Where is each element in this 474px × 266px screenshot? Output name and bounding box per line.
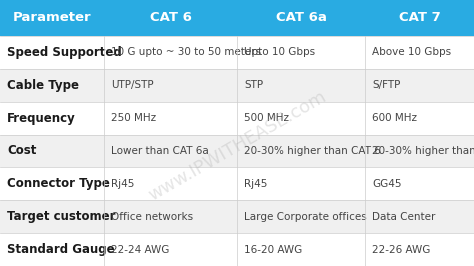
Text: Rj45: Rj45 [244,179,267,189]
Text: Upto 10 Gbps: Upto 10 Gbps [244,47,315,57]
FancyBboxPatch shape [0,0,104,36]
Text: Data Center: Data Center [372,212,436,222]
Text: S/FTP: S/FTP [372,80,401,90]
Text: STP: STP [244,80,263,90]
Text: 16-20 AWG: 16-20 AWG [244,244,302,255]
FancyBboxPatch shape [365,135,474,167]
FancyBboxPatch shape [365,36,474,69]
Text: Cost: Cost [7,144,36,157]
FancyBboxPatch shape [365,200,474,233]
FancyBboxPatch shape [104,233,237,266]
FancyBboxPatch shape [365,69,474,102]
FancyBboxPatch shape [104,135,237,167]
Text: CAT 6: CAT 6 [150,11,191,24]
Text: 22-24 AWG: 22-24 AWG [111,244,170,255]
FancyBboxPatch shape [104,200,237,233]
Text: UTP/STP: UTP/STP [111,80,154,90]
Text: Cable Type: Cable Type [7,79,79,92]
Text: Office networks: Office networks [111,212,193,222]
Text: Large Corporate offices: Large Corporate offices [244,212,367,222]
FancyBboxPatch shape [0,69,104,102]
FancyBboxPatch shape [0,200,104,233]
FancyBboxPatch shape [0,167,104,200]
Text: Lower than CAT 6a: Lower than CAT 6a [111,146,209,156]
Text: Target customer: Target customer [7,210,116,223]
FancyBboxPatch shape [0,102,104,135]
FancyBboxPatch shape [237,167,365,200]
FancyBboxPatch shape [365,0,474,36]
Text: 500 MHz: 500 MHz [244,113,289,123]
FancyBboxPatch shape [365,167,474,200]
Text: Frequency: Frequency [7,111,76,124]
Text: Above 10 Gbps: Above 10 Gbps [372,47,451,57]
Text: Parameter: Parameter [13,11,91,24]
Text: 600 MHz: 600 MHz [372,113,417,123]
Text: 10 G upto ~ 30 to 50 meters: 10 G upto ~ 30 to 50 meters [111,47,262,57]
FancyBboxPatch shape [104,0,237,36]
Text: 250 MHz: 250 MHz [111,113,156,123]
Text: CAT 6a: CAT 6a [275,11,327,24]
FancyBboxPatch shape [0,233,104,266]
FancyBboxPatch shape [104,36,237,69]
FancyBboxPatch shape [0,135,104,167]
FancyBboxPatch shape [104,102,237,135]
FancyBboxPatch shape [237,102,365,135]
FancyBboxPatch shape [104,69,237,102]
Text: 22-26 AWG: 22-26 AWG [372,244,430,255]
FancyBboxPatch shape [365,102,474,135]
Text: CAT 7: CAT 7 [399,11,440,24]
FancyBboxPatch shape [237,36,365,69]
Text: GG45: GG45 [372,179,401,189]
Text: Rj45: Rj45 [111,179,135,189]
Text: 20-30% higher than CAT 6: 20-30% higher than CAT 6 [244,146,381,156]
FancyBboxPatch shape [0,36,104,69]
FancyBboxPatch shape [104,167,237,200]
Text: Connector Type: Connector Type [7,177,110,190]
FancyBboxPatch shape [237,0,365,36]
Text: 20-30% higher than CAT 7a: 20-30% higher than CAT 7a [372,146,474,156]
FancyBboxPatch shape [237,69,365,102]
Text: Speed Supported: Speed Supported [7,46,122,59]
FancyBboxPatch shape [237,200,365,233]
FancyBboxPatch shape [237,135,365,167]
FancyBboxPatch shape [237,233,365,266]
Text: Standard Gauge: Standard Gauge [7,243,115,256]
FancyBboxPatch shape [365,233,474,266]
Text: www.IPWITHEASE.com: www.IPWITHEASE.com [145,88,329,205]
